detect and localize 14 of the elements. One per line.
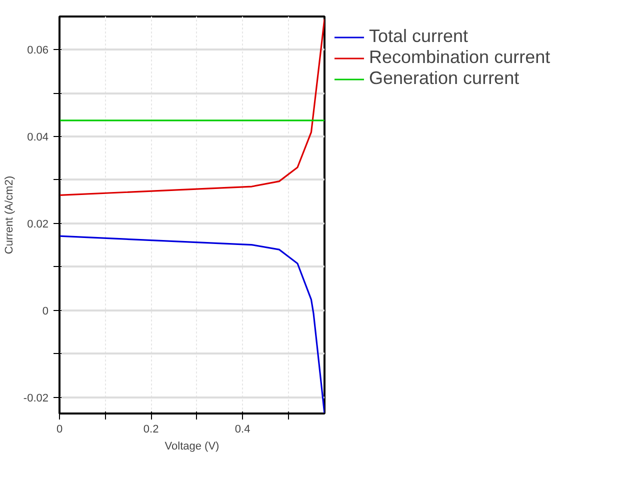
y-tick-label: 0: [42, 305, 49, 318]
x-axis-title: Voltage (V): [164, 440, 220, 452]
legend-label: Recombination current: [369, 47, 550, 68]
y-tick-label: 0.06: [27, 44, 49, 57]
line-series: [60, 18, 324, 196]
legend-label: Total current: [369, 26, 468, 47]
y-tick-label: 0.02: [27, 218, 49, 230]
legend-label: Generation current: [369, 68, 520, 89]
y-axis-title: Current (A/cm2): [3, 176, 16, 254]
y-tick-label: 0.04: [27, 132, 49, 144]
x-tick-label: 0.4: [234, 424, 250, 436]
x-tick-label: 0: [56, 424, 63, 436]
y-tick-label: -0.02: [23, 392, 49, 404]
x-tick-label: 0.2: [143, 424, 159, 436]
